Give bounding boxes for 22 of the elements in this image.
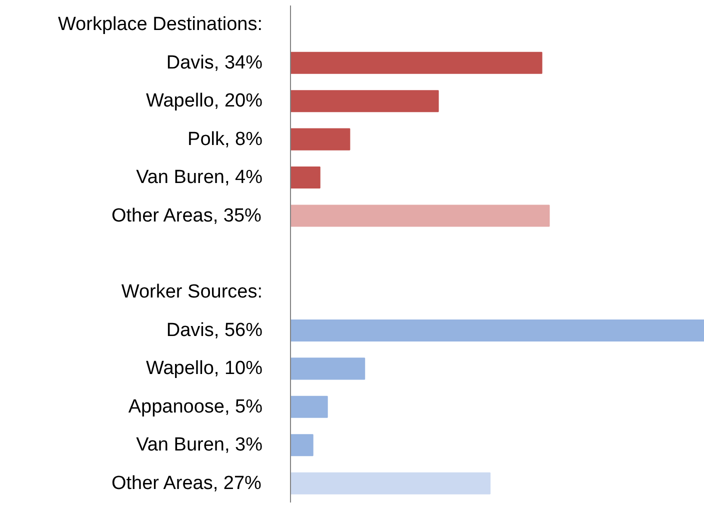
y-tick-label: Van Buren, 4% bbox=[136, 167, 263, 188]
bar bbox=[290, 128, 350, 150]
bar bbox=[290, 204, 550, 227]
y-tick-label: Polk, 8% bbox=[188, 128, 263, 150]
bar bbox=[290, 319, 704, 342]
bar bbox=[290, 52, 542, 74]
text: Workplace Destinations: bbox=[58, 14, 263, 36]
y-tick-label: Van Buren, 3% bbox=[136, 434, 263, 456]
y-tick-label: Wapello, 20% bbox=[146, 90, 263, 112]
bar bbox=[290, 396, 328, 418]
bar bbox=[290, 90, 439, 112]
bar bbox=[290, 166, 320, 189]
bar bbox=[290, 358, 366, 380]
y-tick-label: Appanoose, 5% bbox=[128, 396, 263, 418]
y-tick-label: Wapello, 10% bbox=[146, 358, 263, 380]
bar bbox=[290, 434, 314, 456]
y-tick-label: Other Areas, 27% bbox=[111, 472, 262, 494]
y-tick-label: Other Areas, 35% bbox=[111, 205, 262, 226]
y-tick-label: Davis, 34% bbox=[166, 52, 263, 74]
y-tick-label: Davis, 56% bbox=[166, 320, 263, 341]
bar bbox=[290, 472, 491, 494]
text: Worker Sources: bbox=[121, 282, 263, 303]
